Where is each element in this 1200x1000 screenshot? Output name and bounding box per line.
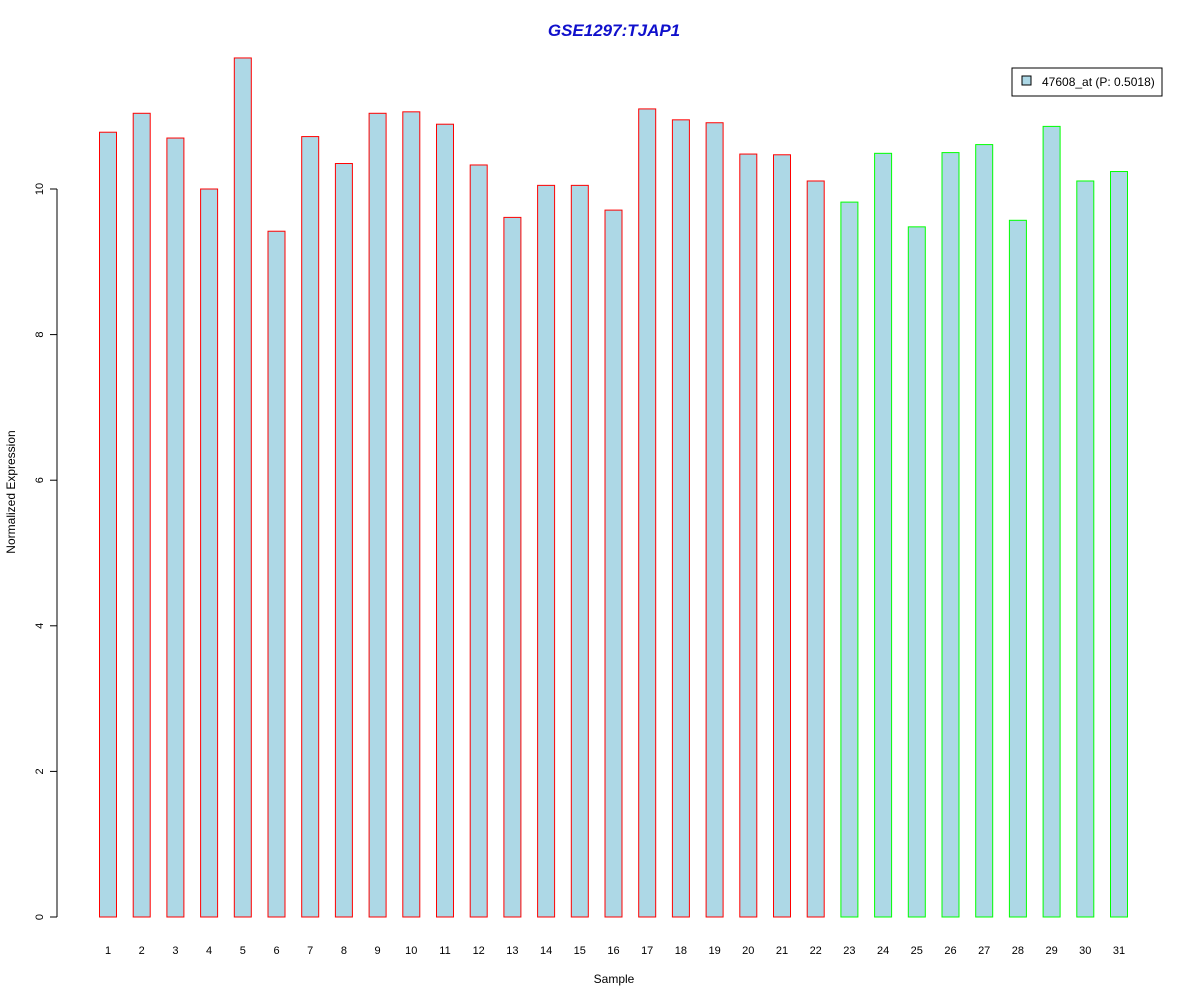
bar-sample-22 <box>806 180 825 918</box>
x-tick-label: 12 <box>473 945 485 957</box>
x-tick-label: 30 <box>1079 945 1091 957</box>
legend-box <box>1011 67 1163 97</box>
x-tick-label: 17 <box>641 945 653 957</box>
x-tick-label: 5 <box>240 945 246 957</box>
x-tick-label: 4 <box>206 945 212 957</box>
x-tick-label: 26 <box>944 945 956 957</box>
x-tick-label: 31 <box>1113 945 1125 957</box>
bar-sample-24 <box>874 152 893 918</box>
x-tick-label: 7 <box>307 945 313 957</box>
x-tick-label: 14 <box>540 945 552 957</box>
bar-sample-18 <box>671 119 690 918</box>
x-tick-label: 16 <box>607 945 619 957</box>
x-tick-label: 11 <box>439 945 450 957</box>
y-tick-label: 0 <box>34 914 46 920</box>
x-tick-label: 23 <box>843 945 855 957</box>
x-tick-label: 8 <box>341 945 347 957</box>
bar-sample-8 <box>334 163 353 918</box>
legend-label: 47608_at (P: 0.5018) <box>1042 75 1155 89</box>
x-tick-label: 28 <box>1012 945 1024 957</box>
bar-sample-20 <box>739 153 758 918</box>
bar-sample-15 <box>570 184 589 918</box>
x-tick-label: 27 <box>978 945 990 957</box>
bar-sample-31 <box>1110 171 1128 918</box>
bar-sample-4 <box>200 188 219 918</box>
x-axis-label: Sample <box>594 972 635 986</box>
x-tick-label: 18 <box>675 945 687 957</box>
y-tick-label: 8 <box>34 332 46 338</box>
bars <box>99 57 1128 918</box>
x-tick-label: 10 <box>405 945 417 957</box>
y-tick-label: 10 <box>34 183 46 195</box>
bar-sample-12 <box>469 164 488 918</box>
x-tick-label: 19 <box>708 945 720 957</box>
legend-swatch <box>1021 75 1032 86</box>
x-tick-label: 20 <box>742 945 754 957</box>
bar-sample-25 <box>907 226 926 918</box>
bar-sample-29 <box>1042 125 1061 918</box>
bar-sample-17 <box>638 108 657 918</box>
bar-sample-13 <box>503 216 522 918</box>
bar-sample-26 <box>941 152 960 918</box>
x-tick-label: 1 <box>105 945 111 957</box>
bar-sample-3 <box>166 137 185 918</box>
bar-sample-10 <box>402 111 421 918</box>
bar-sample-6 <box>267 230 286 918</box>
bar-sample-16 <box>604 209 623 918</box>
bar-sample-14 <box>537 184 556 918</box>
y-axis: 0 2 4 6 8 10 <box>34 183 58 920</box>
x-tick-label: 29 <box>1045 945 1057 957</box>
chart-title: GSE1297:TJAP1 <box>548 21 680 40</box>
x-tick-label: 2 <box>139 945 145 957</box>
y-tick-label: 2 <box>34 768 46 774</box>
bar-sample-19 <box>705 122 724 918</box>
x-tick-label: 21 <box>776 945 788 957</box>
x-tick-label: 24 <box>877 945 889 957</box>
bar-sample-21 <box>773 154 791 918</box>
x-tick-label: 13 <box>506 945 518 957</box>
bar-sample-7 <box>301 136 320 918</box>
legend: 47608_at (P: 0.5018) <box>1011 67 1163 97</box>
y-axis-label: Normalized Expression <box>4 430 18 553</box>
bar-sample-28 <box>1008 219 1027 918</box>
bar-sample-5 <box>233 57 252 918</box>
bar-sample-2 <box>132 112 151 918</box>
bar-sample-30 <box>1076 180 1095 918</box>
y-tick-label: 4 <box>34 623 46 629</box>
x-tick-label: 9 <box>375 945 381 957</box>
bar-sample-11 <box>436 123 454 918</box>
x-tick-label: 22 <box>810 945 822 957</box>
x-tick-label: 15 <box>574 945 586 957</box>
x-tick-label: 25 <box>911 945 923 957</box>
bar-sample-23 <box>840 201 859 918</box>
bar-sample-27 <box>975 144 994 918</box>
x-tick-labels: 1 2 3 4 5 6 7 8 9 10 11 12 13 14 15 16 17 18 19 20 21 22 23 24 2… <box>105 945 1125 957</box>
x-tick-label: 6 <box>273 945 279 957</box>
x-tick-label: 3 <box>172 945 178 957</box>
bar-sample-1 <box>99 131 117 918</box>
y-tick-label: 6 <box>34 477 46 483</box>
bar-sample-9 <box>368 112 387 918</box>
